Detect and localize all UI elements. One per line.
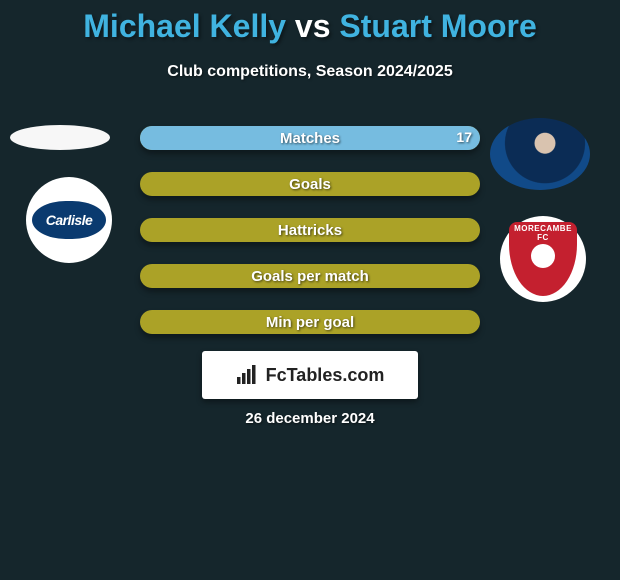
stat-row-min-per-goal: Min per goal [140, 310, 480, 334]
club2-shield: MORECAMBE FC [509, 222, 577, 296]
player2-avatar [490, 118, 590, 190]
stat-label: Min per goal [266, 314, 354, 331]
stat-row-goals: Goals [140, 172, 480, 196]
stat-label: Hattricks [278, 222, 342, 239]
comparison-title: Michael Kelly vs Stuart Moore [0, 0, 620, 45]
stat-label: Goals [289, 176, 331, 193]
stat-bars: Matches 17 Goals Hattricks Goals per mat… [140, 126, 480, 356]
player1-name: Michael Kelly [83, 8, 286, 44]
date-label: 26 december 2024 [0, 410, 620, 427]
vs-label: vs [295, 8, 331, 44]
player2-name: Stuart Moore [339, 8, 536, 44]
brand-text: FcTables.com [266, 365, 385, 386]
stat-row-hattricks: Hattricks [140, 218, 480, 242]
stat-right-value: 17 [456, 129, 472, 145]
brand-chart-icon [236, 365, 260, 385]
stat-row-goals-per-match: Goals per match [140, 264, 480, 288]
player1-club-badge: Carlisle [26, 177, 112, 263]
stat-label: Goals per match [251, 268, 369, 285]
subtitle: Club competitions, Season 2024/2025 [0, 63, 620, 81]
player2-club-badge: MORECAMBE FC [500, 216, 586, 302]
club1-name: Carlisle [32, 201, 106, 239]
stat-label: Matches [280, 130, 340, 147]
stat-row-matches: Matches 17 [140, 126, 480, 150]
player1-avatar [10, 125, 110, 150]
club2-name: MORECAMBE FC [509, 224, 577, 242]
brand-badge: FcTables.com [202, 351, 418, 399]
